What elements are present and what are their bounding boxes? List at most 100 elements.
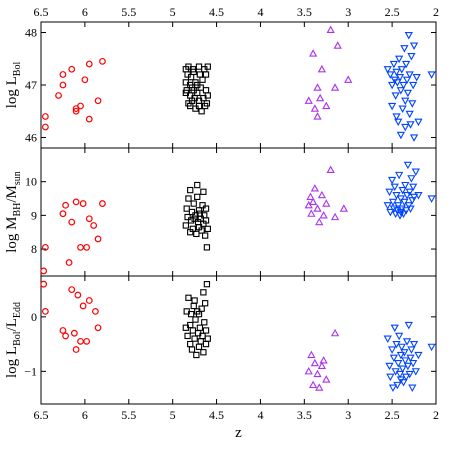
data-point-circle bbox=[85, 215, 93, 223]
data-point-triangle-down bbox=[401, 123, 410, 132]
data-point-triangle-down bbox=[395, 74, 405, 82]
data-point-triangle-down bbox=[409, 183, 418, 192]
y-axis-label-subscript: Bol bbox=[12, 331, 23, 346]
data-point-circle bbox=[59, 71, 67, 78]
data-point-triangle-up bbox=[333, 41, 342, 49]
data-point-square bbox=[191, 297, 198, 304]
data-point-triangle-up bbox=[326, 165, 335, 174]
data-point-circle bbox=[74, 291, 82, 299]
data-point-triangle-down bbox=[386, 208, 395, 217]
series-circle bbox=[41, 57, 106, 131]
data-point-triangle-down bbox=[409, 193, 419, 202]
data-point-triangle-up bbox=[313, 369, 322, 378]
data-point-square bbox=[202, 327, 210, 334]
y-axis-label-subscript: BH bbox=[12, 203, 23, 217]
y-axis-label-main: log L bbox=[4, 346, 20, 378]
data-point-circle bbox=[90, 222, 98, 229]
data-point-circle bbox=[41, 123, 49, 131]
data-point-triangle-down bbox=[401, 181, 410, 190]
y-tick-label: 8 bbox=[31, 242, 37, 256]
data-point-square bbox=[187, 186, 194, 194]
data-point-square bbox=[195, 343, 203, 350]
x-tick-label-bottom: 6.5 bbox=[34, 408, 49, 422]
y-axis-label-tail: /M bbox=[4, 185, 20, 203]
data-point-circle bbox=[81, 76, 89, 84]
data-point-triangle-down bbox=[394, 118, 403, 127]
data-point-triangle-down bbox=[400, 349, 409, 357]
data-point-circle bbox=[41, 308, 49, 315]
data-point-circle bbox=[68, 218, 76, 226]
data-point-circle bbox=[59, 210, 67, 218]
x-tick-label-top: 4 bbox=[257, 5, 263, 19]
data-point-triangle-down bbox=[409, 134, 419, 142]
y-axis-label-main: log L bbox=[4, 76, 20, 108]
panel-1: 46 47 48 log LBol bbox=[4, 21, 437, 149]
data-point-triangle-down bbox=[414, 118, 423, 127]
x-tick-label-top: 3.5 bbox=[297, 5, 312, 19]
data-point-triangle-down bbox=[405, 188, 414, 197]
series-triangle-down bbox=[383, 161, 436, 220]
data-point-circle bbox=[92, 308, 99, 315]
data-point-triangle-down bbox=[386, 71, 395, 79]
data-point-triangle-down bbox=[401, 97, 410, 106]
data-point-triangle-down bbox=[411, 368, 420, 376]
data-point-square bbox=[193, 230, 200, 238]
data-point-triangle-down bbox=[412, 74, 421, 82]
data-point-triangle-down bbox=[391, 92, 400, 100]
data-point-triangle-up bbox=[307, 350, 316, 359]
x-tick-label-bottom: 3.5 bbox=[297, 408, 312, 422]
data-point-circle bbox=[40, 280, 48, 288]
data-point-triangle-down bbox=[387, 102, 397, 111]
data-point-triangle-down bbox=[394, 360, 403, 368]
data-point-square bbox=[193, 351, 200, 359]
data-point-triangle-down bbox=[403, 161, 413, 170]
y-tick-label: 0 bbox=[31, 310, 37, 324]
x-tick-label-bottom: 6 bbox=[82, 408, 88, 422]
data-point-square bbox=[182, 222, 189, 229]
series-circle bbox=[40, 280, 102, 353]
data-point-circle bbox=[77, 243, 84, 251]
y-axis-label-tail-subscript: sun bbox=[12, 171, 23, 185]
data-point-triangle-down bbox=[408, 100, 417, 108]
data-point-triangle-down bbox=[408, 384, 417, 392]
data-point-triangle-up bbox=[322, 101, 331, 110]
y-axis-label: log MBH/Msun bbox=[4, 171, 23, 253]
series-square bbox=[182, 281, 211, 359]
data-point-square bbox=[195, 207, 203, 214]
x-tick-label-top: 2 bbox=[433, 5, 439, 19]
series-triangle-up bbox=[304, 25, 353, 120]
data-point-triangle-down bbox=[390, 324, 399, 333]
data-point-square bbox=[198, 305, 205, 312]
data-point-triangle-down bbox=[409, 360, 418, 368]
data-point-triangle-up bbox=[310, 358, 320, 367]
data-point-square bbox=[201, 300, 209, 307]
series-square bbox=[182, 181, 211, 251]
data-point-square bbox=[197, 338, 204, 345]
data-point-triangle-down bbox=[387, 176, 397, 185]
data-point-triangle-down bbox=[397, 343, 406, 352]
data-point-triangle-up bbox=[330, 83, 340, 91]
data-point-square bbox=[187, 340, 194, 348]
data-point-square bbox=[202, 217, 210, 224]
data-point-circle bbox=[41, 113, 49, 120]
data-point-triangle-down bbox=[385, 188, 394, 197]
data-point-square bbox=[194, 193, 201, 200]
data-point-triangle-up bbox=[313, 83, 322, 91]
y-tick-label: −1 bbox=[24, 364, 37, 378]
data-point-circle bbox=[94, 97, 102, 105]
data-point-square bbox=[187, 217, 195, 224]
data-point-circle bbox=[83, 243, 91, 251]
data-point-triangle-down bbox=[407, 346, 416, 354]
data-point-triangle-up bbox=[317, 361, 327, 369]
y-tick-label: 9 bbox=[31, 208, 37, 222]
data-point-circle bbox=[72, 107, 80, 115]
data-point-square bbox=[200, 349, 207, 356]
x-tick-label-top: 6.5 bbox=[34, 5, 49, 19]
data-point-square bbox=[204, 92, 211, 99]
data-point-triangle-down bbox=[397, 66, 406, 74]
data-point-square bbox=[201, 232, 209, 239]
x-axis-label: z bbox=[235, 425, 242, 441]
data-point-square bbox=[202, 205, 210, 212]
data-point-triangle-down bbox=[401, 357, 410, 365]
y-axis-label-main: log M bbox=[4, 217, 20, 253]
